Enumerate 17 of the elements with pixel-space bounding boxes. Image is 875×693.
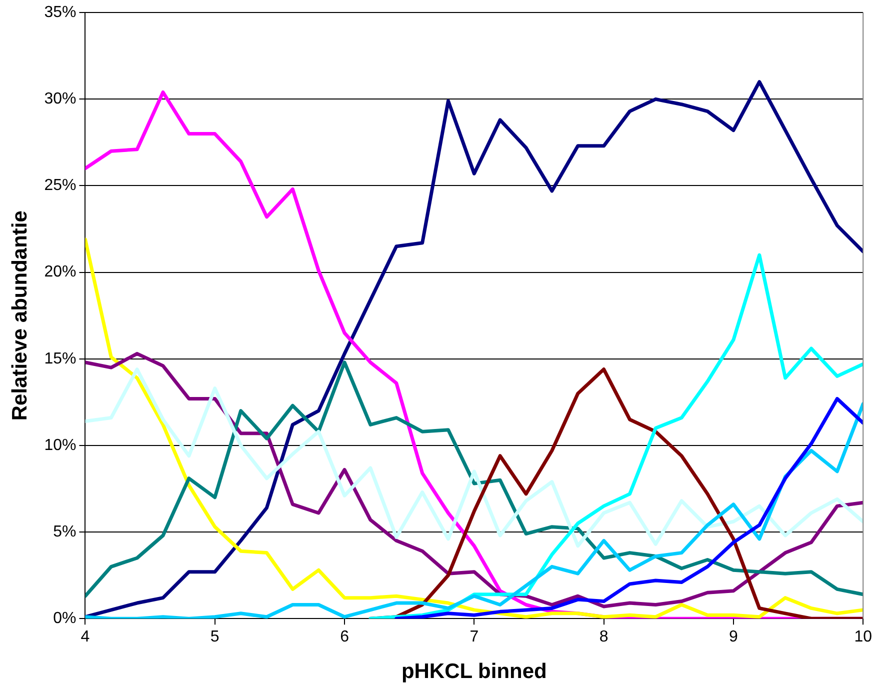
x-tick-label: 8 (599, 628, 608, 646)
y-tick-label: 30% (44, 90, 76, 108)
y-tick-label: 25% (44, 177, 76, 194)
x-tick-label: 4 (80, 628, 90, 646)
y-tick-label: 20% (44, 264, 76, 281)
y-axis-title: Relatieve abundantie (8, 210, 32, 421)
x-tick-label: 10 (854, 628, 872, 646)
y-tick-label: 5% (53, 523, 76, 540)
x-axis-title: pHKCL binned (401, 660, 547, 684)
x-tick-label: 5 (210, 628, 220, 646)
x-tick-label: 7 (470, 628, 479, 646)
y-tick-label: 10% (44, 436, 76, 454)
x-tick-label: 9 (729, 628, 738, 646)
y-tick-label: 15% (44, 350, 76, 368)
y-tick-label: 35% (44, 4, 76, 22)
x-tick-label: 6 (340, 628, 350, 646)
y-tick-label: 0% (53, 610, 76, 628)
